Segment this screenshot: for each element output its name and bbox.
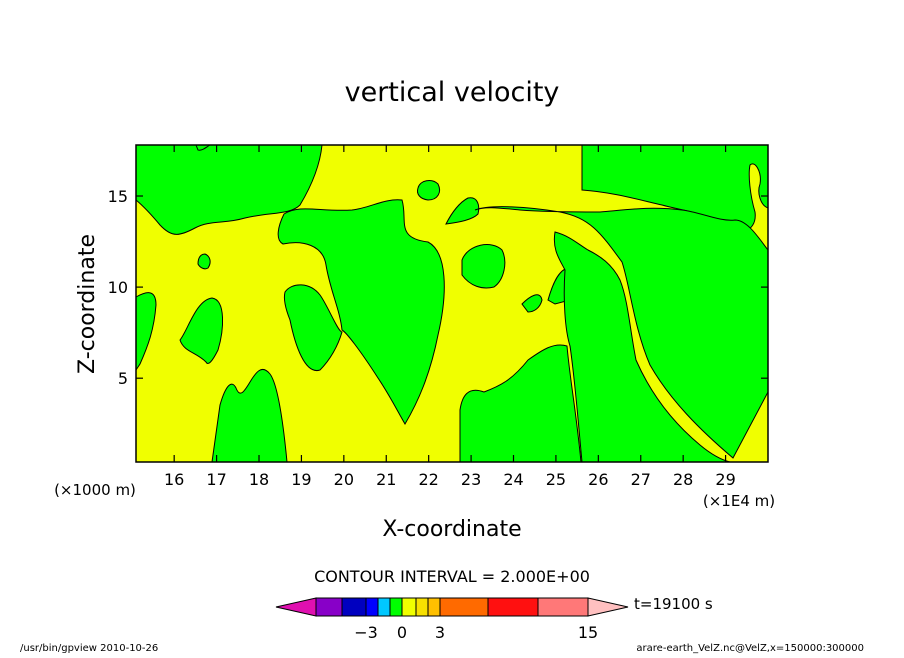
contour-region-lower-middle xyxy=(459,344,582,463)
x-tick-label: 21 xyxy=(376,470,396,489)
colorbar-segment xyxy=(427,597,441,617)
contour-region-blob-7 xyxy=(521,294,543,313)
plot-area xyxy=(135,144,769,463)
contour-fills xyxy=(135,144,769,463)
footer-left: /usr/bin/gpview 2010-10-26 xyxy=(20,643,158,654)
colorbar-segment xyxy=(537,597,589,617)
x-axis-label: X-coordinate xyxy=(382,517,521,542)
colorbar-segment xyxy=(415,597,429,617)
chart-title: vertical velocity xyxy=(345,77,560,108)
x-tick-label: 28 xyxy=(673,470,693,489)
x-tick-label: 24 xyxy=(503,470,523,489)
colorbar-tick-label: −3 xyxy=(354,623,378,642)
colorbar-segment xyxy=(365,597,379,617)
colorbar-segment xyxy=(389,597,403,617)
footer-right: arare-earth_VelZ.nc@VelZ,x=150000:300000 xyxy=(636,643,864,654)
colorbar-tick-label: 0 xyxy=(397,623,407,642)
time-label: t=19100 s xyxy=(634,595,713,613)
y-tick-label: 5 xyxy=(118,369,128,388)
y-axis-label: Z-coordinate xyxy=(75,234,100,374)
x-tick-label: 26 xyxy=(588,470,608,489)
x-tick-label: 25 xyxy=(546,470,566,489)
colorbar-segment xyxy=(439,597,489,617)
contour-region-blob-2 xyxy=(197,253,211,270)
y-scale-label: (×1000 m) xyxy=(54,481,136,499)
colorbar-tick-label: 15 xyxy=(578,623,598,642)
contour-region-blob-1 xyxy=(179,297,224,364)
colorbar-segment xyxy=(487,597,539,617)
x-tick-label: 18 xyxy=(249,470,269,489)
x-tick-label: 22 xyxy=(418,470,438,489)
x-tick-label: 19 xyxy=(291,470,311,489)
colorbar-arrow-low xyxy=(275,597,317,617)
y-tick-label: 10 xyxy=(108,278,128,297)
contour-interval-label: CONTOUR INTERVAL = 2.000E+00 xyxy=(314,567,590,586)
contour-region-top-left xyxy=(135,144,323,235)
x-tick-label: 20 xyxy=(334,470,354,489)
colorbar-tick-label: 3 xyxy=(435,623,445,642)
colorbar: −3 0 3 15 xyxy=(275,597,629,642)
colorbar-segment xyxy=(377,597,391,617)
colorbar-segment xyxy=(315,597,343,617)
contour-region-upper-middle xyxy=(277,199,445,425)
x-scale-label: (×1E4 m) xyxy=(703,492,775,510)
x-axis: 16 17 18 19 20 21 22 23 24 25 26 27 28 29 xyxy=(164,145,736,489)
x-tick-label: 17 xyxy=(206,470,226,489)
y-axis: 5 10 15 xyxy=(108,187,768,388)
x-tick-label: 27 xyxy=(631,470,651,489)
x-tick-label: 23 xyxy=(461,470,481,489)
contour-region-right-column xyxy=(553,231,731,463)
x-tick-label: 29 xyxy=(715,470,735,489)
colorbar-segment xyxy=(401,597,417,617)
x-tick-label: 16 xyxy=(164,470,184,489)
contour-region-left-middle xyxy=(135,292,157,372)
colorbar-arrow-high xyxy=(587,597,629,617)
contour-region-left-column xyxy=(211,369,288,463)
colorbar-segment xyxy=(341,597,367,617)
contour-region-blob-6 xyxy=(461,244,506,289)
y-tick-label: 15 xyxy=(108,187,128,206)
contour-region-blob-5 xyxy=(445,197,480,225)
contour-region-blob-4 xyxy=(417,180,441,201)
plot-frame xyxy=(135,144,769,463)
contour-region-blob-3 xyxy=(283,284,343,371)
contour-region-right xyxy=(581,144,769,233)
